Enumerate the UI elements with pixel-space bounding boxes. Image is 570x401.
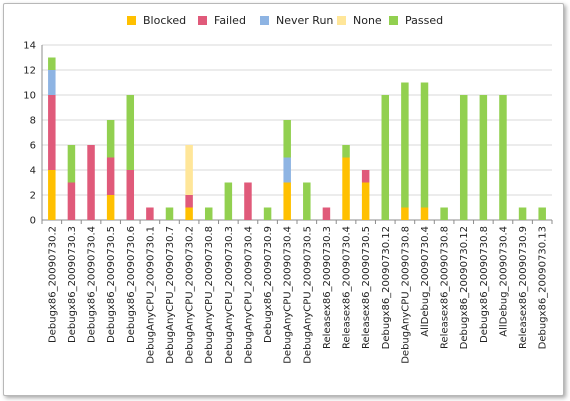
x-tick-label-9: DebugAnyCPU_20090730.3 bbox=[224, 226, 235, 364]
bar-segment-blocked-15 bbox=[342, 157, 350, 220]
bar-segment-passed-0 bbox=[48, 57, 56, 70]
bar-segment-passed-18 bbox=[401, 82, 409, 208]
y-tick-label-10: 10 bbox=[23, 91, 36, 102]
bar-segment-failed-5 bbox=[146, 207, 154, 220]
bar-segment-never-run-0 bbox=[48, 70, 56, 95]
bar-segment-failed-3 bbox=[106, 157, 115, 195]
bar-segment-blocked-7 bbox=[185, 207, 193, 220]
x-tick-label-23: AllDebug_20090730.4 bbox=[498, 226, 509, 337]
bar-segment-failed-10 bbox=[244, 182, 252, 220]
x-tick-label-10: DebugAnyCPU_20090730.4 bbox=[243, 226, 254, 364]
bar-segment-passed-6 bbox=[165, 207, 174, 220]
legend-item-passed: Passed bbox=[389, 12, 443, 28]
bar-segment-blocked-16 bbox=[361, 182, 370, 220]
x-tick-label-3: Debugx86_20090730.5 bbox=[106, 226, 117, 343]
y-tick-label-2: 2 bbox=[30, 191, 36, 202]
legend-swatch-passed bbox=[389, 15, 398, 25]
x-tick-label-1: Debugx86_20090730.3 bbox=[67, 226, 78, 343]
legend-label-never-run: Never Run bbox=[276, 13, 334, 27]
bar-segment-passed-3 bbox=[106, 120, 115, 158]
bar-segment-none-7 bbox=[185, 145, 193, 195]
x-tick-label-22: Debugx86_20090730.8 bbox=[479, 226, 490, 343]
x-tick-label-2: Debugx86_20090730.4 bbox=[87, 226, 98, 343]
bar-segment-passed-1 bbox=[67, 145, 76, 183]
bar-segment-passed-13 bbox=[303, 182, 311, 220]
y-tick-label-4: 4 bbox=[30, 166, 36, 177]
legend-swatch-none bbox=[337, 15, 346, 25]
bar-segment-passed-20 bbox=[440, 207, 448, 220]
bar-segment-failed-2 bbox=[87, 145, 95, 220]
legend-item-failed: Failed bbox=[198, 12, 246, 28]
y-tick-label-12: 12 bbox=[23, 66, 36, 77]
bar-segment-failed-1 bbox=[67, 182, 76, 220]
x-tick-label-4: Debugx86_20090730.6 bbox=[126, 226, 137, 343]
bar-segment-passed-23 bbox=[499, 95, 507, 220]
bar-segment-passed-24 bbox=[518, 207, 527, 220]
legend-item-never-run: Never Run bbox=[260, 12, 333, 28]
bar-segment-blocked-3 bbox=[106, 195, 115, 220]
bar-segment-never-run-12 bbox=[283, 157, 291, 183]
bar-segment-blocked-12 bbox=[283, 182, 291, 220]
bar-segment-failed-4 bbox=[126, 170, 135, 220]
y-tick-label-6: 6 bbox=[30, 141, 36, 152]
x-tick-label-14: Releasex86_20090730.3 bbox=[322, 226, 333, 349]
bar-segment-failed-7 bbox=[185, 195, 193, 208]
x-tick-label-7: DebugAnyCPU_20090730.2 bbox=[185, 226, 196, 364]
x-tick-label-6: DebugAnyCPU_20090730.7 bbox=[165, 226, 176, 364]
bar-segment-passed-17 bbox=[381, 95, 390, 220]
x-tick-label-20: Releasex86_20090730.8 bbox=[440, 226, 451, 349]
legend-swatch-never-run bbox=[260, 15, 269, 25]
x-tick-label-16: Releasex86_20090730.5 bbox=[361, 226, 372, 349]
legend-item-none: None bbox=[337, 12, 382, 28]
bar-segment-blocked-18 bbox=[401, 207, 409, 220]
bar-segment-blocked-19 bbox=[420, 207, 429, 220]
bar-segment-failed-0 bbox=[48, 95, 56, 170]
x-tick-label-18: DebugAnyCPU_20090730.8 bbox=[400, 226, 411, 364]
bar-segment-passed-8 bbox=[204, 207, 213, 220]
x-tick-label-8: DebugAnyCPU_20090730.8 bbox=[204, 226, 215, 364]
legend-label-none: None bbox=[353, 13, 382, 27]
x-tick-label-11: Debugx86_20090730.9 bbox=[263, 226, 274, 343]
bar-segment-passed-19 bbox=[420, 82, 429, 208]
x-tick-label-13: DebugAnyCPU_20090730.5 bbox=[302, 226, 313, 364]
bar-segment-passed-12 bbox=[283, 120, 291, 158]
x-tick-label-17: Debugx86_20090730.12 bbox=[381, 226, 392, 349]
bar-segment-failed-16 bbox=[361, 170, 370, 183]
bar-segment-passed-25 bbox=[538, 207, 546, 220]
bar-segment-passed-11 bbox=[263, 207, 272, 220]
legend-item-blocked: Blocked bbox=[127, 12, 186, 28]
x-tick-label-19: AllDebug_20090730.4 bbox=[420, 226, 431, 337]
legend-swatch-failed bbox=[198, 15, 207, 25]
bar-segment-failed-14 bbox=[322, 207, 331, 220]
x-tick-label-24: Releasex86_20090730.9 bbox=[518, 226, 529, 349]
x-tick-label-12: DebugAnyCPU_20090730.4 bbox=[283, 226, 294, 364]
x-tick-label-21: Debugx86_20090730.12 bbox=[459, 226, 470, 349]
legend-label-blocked: Blocked bbox=[143, 13, 187, 27]
y-tick-label-0: 0 bbox=[30, 216, 36, 227]
bar-segment-passed-9 bbox=[224, 182, 233, 220]
bar-segment-passed-22 bbox=[479, 95, 488, 220]
legend-label-passed: Passed bbox=[405, 13, 444, 27]
x-tick-label-0: Debugx86_20090730.2 bbox=[47, 226, 58, 343]
bar-segment-passed-15 bbox=[342, 145, 350, 158]
x-tick-label-5: DebugAnyCPU_20090730.1 bbox=[145, 226, 156, 364]
bar-segment-passed-21 bbox=[459, 95, 468, 220]
x-tick-label-15: Releasex86_20090730.4 bbox=[342, 226, 353, 349]
bar-segment-blocked-0 bbox=[48, 170, 56, 220]
legend-label-failed: Failed bbox=[214, 13, 246, 27]
y-tick-label-8: 8 bbox=[30, 116, 36, 127]
x-tick-label-25: Debugx86_20090730.13 bbox=[538, 226, 549, 349]
legend-swatch-blocked bbox=[127, 15, 136, 25]
bar-segment-passed-4 bbox=[126, 95, 135, 170]
y-tick-label-14: 14 bbox=[23, 41, 36, 52]
chart-legend: Blocked Failed Never Run None Passed bbox=[0, 12, 566, 28]
